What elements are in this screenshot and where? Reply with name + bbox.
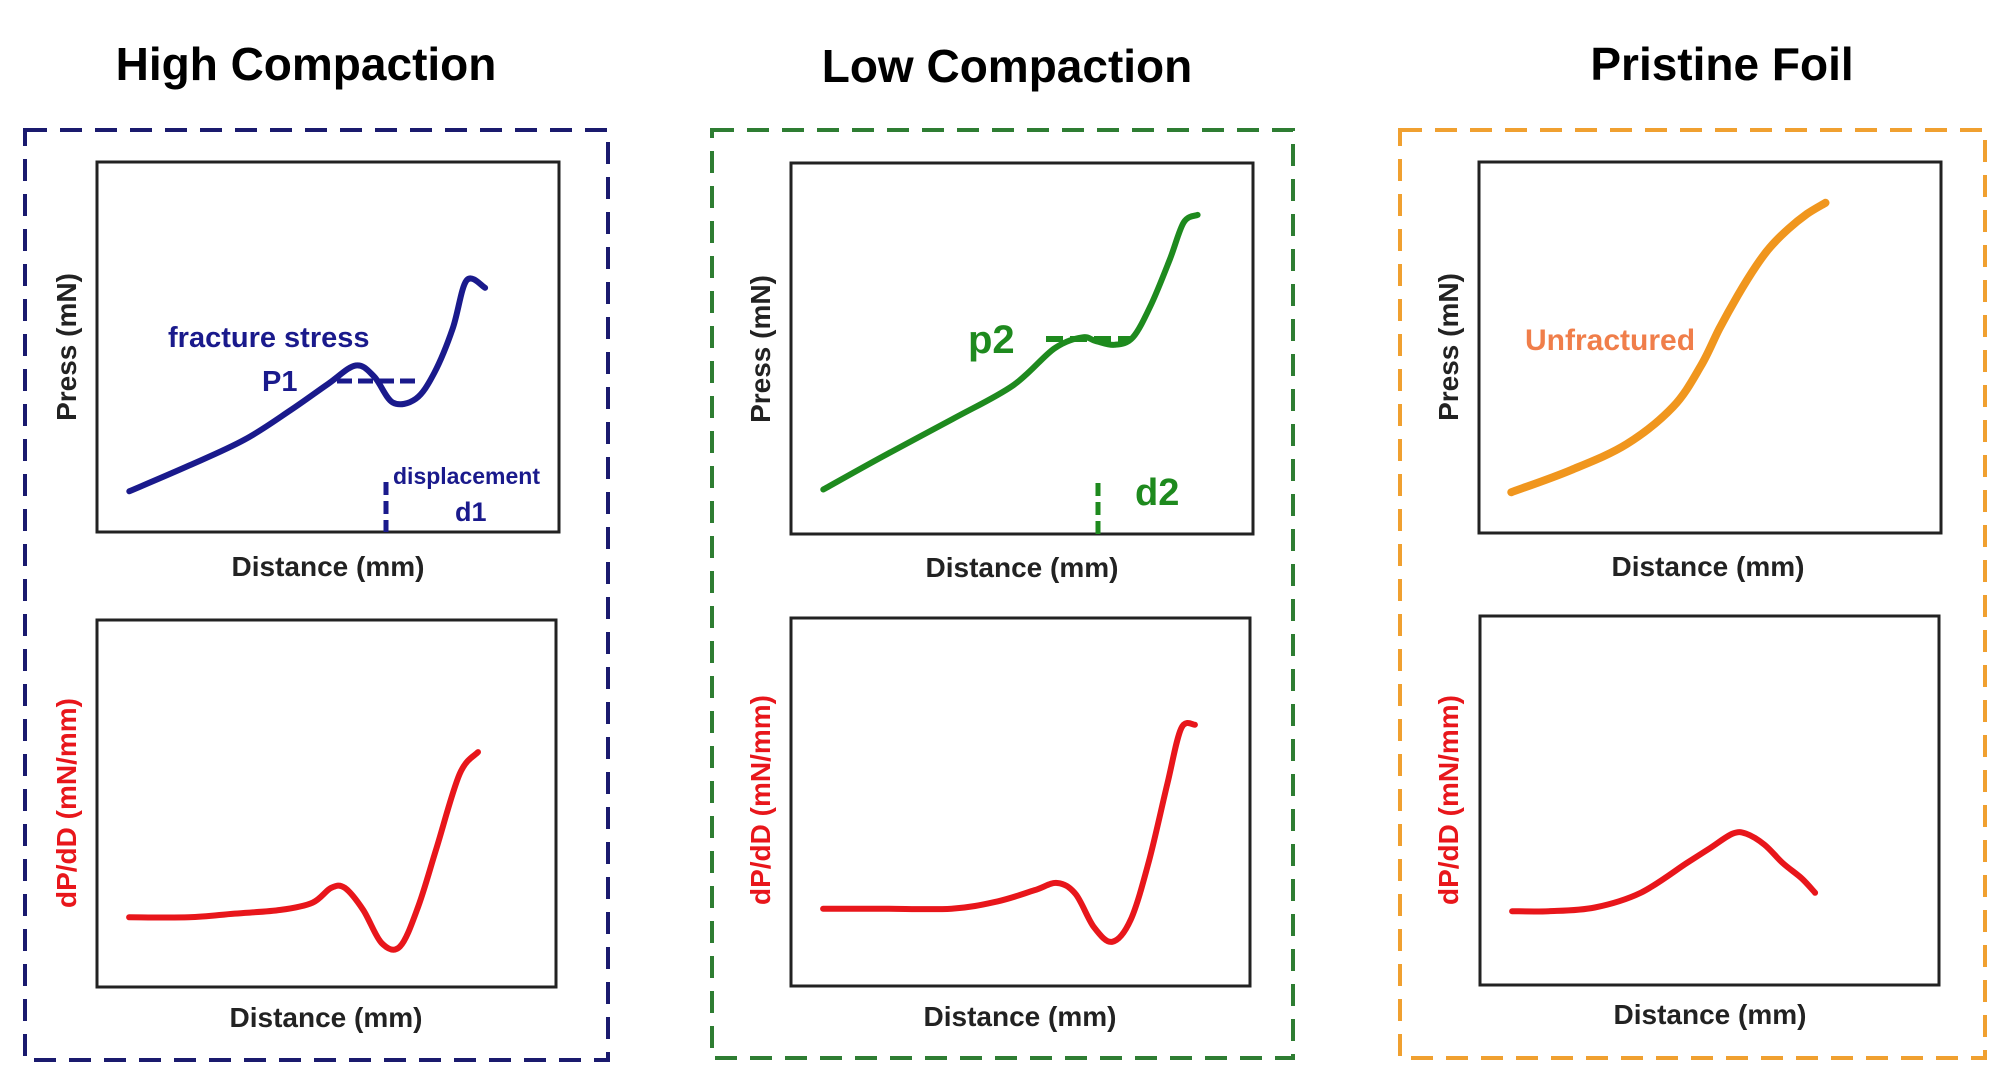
panel-low-press: p2 d2 Distance (mm) Press (mN) [745,161,1255,583]
panel-pristine-press: Unfractured Distance (mm) Press (mN) [1433,160,1943,582]
derivative-curve-pristine [1509,829,1819,915]
derivative-ylabel-high: dP/dD (mN/mm) [51,698,82,908]
derivative-xlabel-pristine: Distance (mm) [1614,999,1807,1030]
annotation-d1: d1 [455,497,487,527]
derivative-xlabel-low: Distance (mm) [924,1001,1117,1032]
plot-frame [95,618,558,989]
annotation-d2: d2 [1135,472,1179,514]
press-curve-high [126,275,489,495]
press-curve-pristine [1507,198,1830,497]
annotation-unfractured: Unfractured [1525,324,1695,357]
annotation-p1: P1 [262,366,297,398]
panel-high-press: fracture stress P1 displacement d1 Dista… [51,160,561,582]
annotation-p2: p2 [968,318,1015,362]
derivative-ylabel-low: dP/dD (mN/mm) [745,695,776,905]
group-border-low [710,128,1295,1060]
press-xlabel-low: Distance (mm) [926,552,1119,583]
press-xlabel-high: Distance (mm) [232,551,425,582]
group-border-high [23,128,610,1062]
annotation-fracture-stress: fracture stress [168,322,370,354]
group-pristine-foil: Pristine Foil Unfractured Distance (mm) … [1398,38,1987,1060]
group-high-compaction: High Compaction fracture stress P1 displ… [23,38,610,1062]
derivative-curve-high [126,749,481,953]
group-border-pristine [1398,128,1987,1060]
plot-frame [789,161,1255,536]
plot-frame [789,616,1252,988]
group-title-high: High Compaction [116,38,497,90]
press-ylabel-low: Press (mN) [745,275,776,423]
group-low-compaction: Low Compaction p2 d2 Distance (mm) Press… [710,40,1295,1060]
press-ylabel-pristine: Press (mN) [1433,273,1464,421]
derivative-ylabel-pristine: dP/dD (mN/mm) [1433,695,1464,905]
press-ylabel-high: Press (mN) [51,273,82,421]
group-title-pristine: Pristine Foil [1590,38,1853,90]
panel-low-derivative: Distance (mm) dP/dD (mN/mm) [745,616,1252,1032]
panel-pristine-derivative: Distance (mm) dP/dD (mN/mm) [1433,614,1941,1030]
annotation-displacement: displacement [393,463,540,489]
plot-frame [1478,614,1941,987]
derivative-curve-low [820,720,1198,945]
panel-high-derivative: Distance (mm) dP/dD (mN/mm) [51,618,558,1033]
derivative-xlabel-high: Distance (mm) [230,1002,423,1033]
press-xlabel-pristine: Distance (mm) [1612,551,1805,582]
group-title-low: Low Compaction [822,40,1193,92]
